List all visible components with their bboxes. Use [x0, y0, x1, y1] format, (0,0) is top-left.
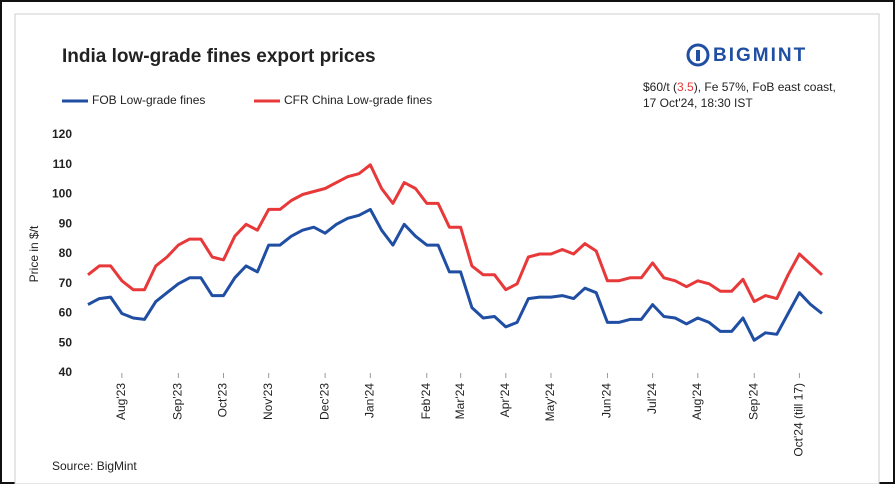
x-tick-label: May'24 [543, 383, 557, 422]
annotation: $60/t (3.5), Fe 57%, FoB east coast, [643, 80, 836, 94]
y-tick-label: 100 [52, 187, 72, 201]
x-tick-label: Dec'23 [317, 383, 331, 420]
x-tick-label: Oct'23 [216, 383, 230, 418]
x-tick-label: Jan'24 [362, 383, 376, 418]
card [14, 13, 880, 484]
x-tick-label: Oct'24 (till 17) [792, 383, 806, 457]
x-tick-label: Aug'23 [114, 383, 128, 420]
x-tick-label: Feb'24 [419, 383, 433, 420]
y-tick-label: 90 [59, 216, 73, 230]
y-tick-label: 60 [59, 306, 73, 320]
x-tick-label: Jul'24 [645, 383, 659, 414]
series-line [87, 207, 823, 342]
y-tick-label: 40 [59, 365, 73, 379]
series-line [87, 163, 824, 304]
y-tick-label: 80 [59, 246, 73, 260]
annotation: 17 Oct'24, 18:30 IST [643, 96, 753, 110]
source: Source: BigMint [52, 459, 137, 473]
logo-icon [686, 43, 710, 67]
legend-label: CFR China Low-grade fines [284, 93, 432, 107]
x-tick-label: Jun'24 [600, 383, 614, 418]
legend-label: FOB Low-grade fines [92, 93, 205, 107]
annotation-part: $60/t ( [643, 80, 677, 94]
x-tick-label: Mar'24 [453, 383, 467, 420]
y-axis-label: Price in $/t [27, 225, 41, 282]
annotation-change: 3.5 [677, 80, 694, 94]
annotation-part: ), Fe 57%, FoB east coast, [694, 80, 836, 94]
y-tick-label: 110 [53, 157, 73, 171]
y-tick-label: 120 [52, 127, 72, 141]
chart-title: India low-grade fines export prices [62, 46, 376, 67]
y-tick-label: 70 [59, 276, 73, 290]
x-tick-label: Nov'23 [261, 383, 275, 420]
logo: BIGMINT [713, 45, 807, 66]
x-tick-label: Sep'24 [746, 383, 760, 420]
x-tick-label: Aug'24 [690, 383, 704, 420]
x-tick-label: Sep'23 [171, 383, 185, 420]
x-tick-label: Apr'24 [498, 383, 512, 418]
y-tick-label: 50 [59, 335, 73, 349]
